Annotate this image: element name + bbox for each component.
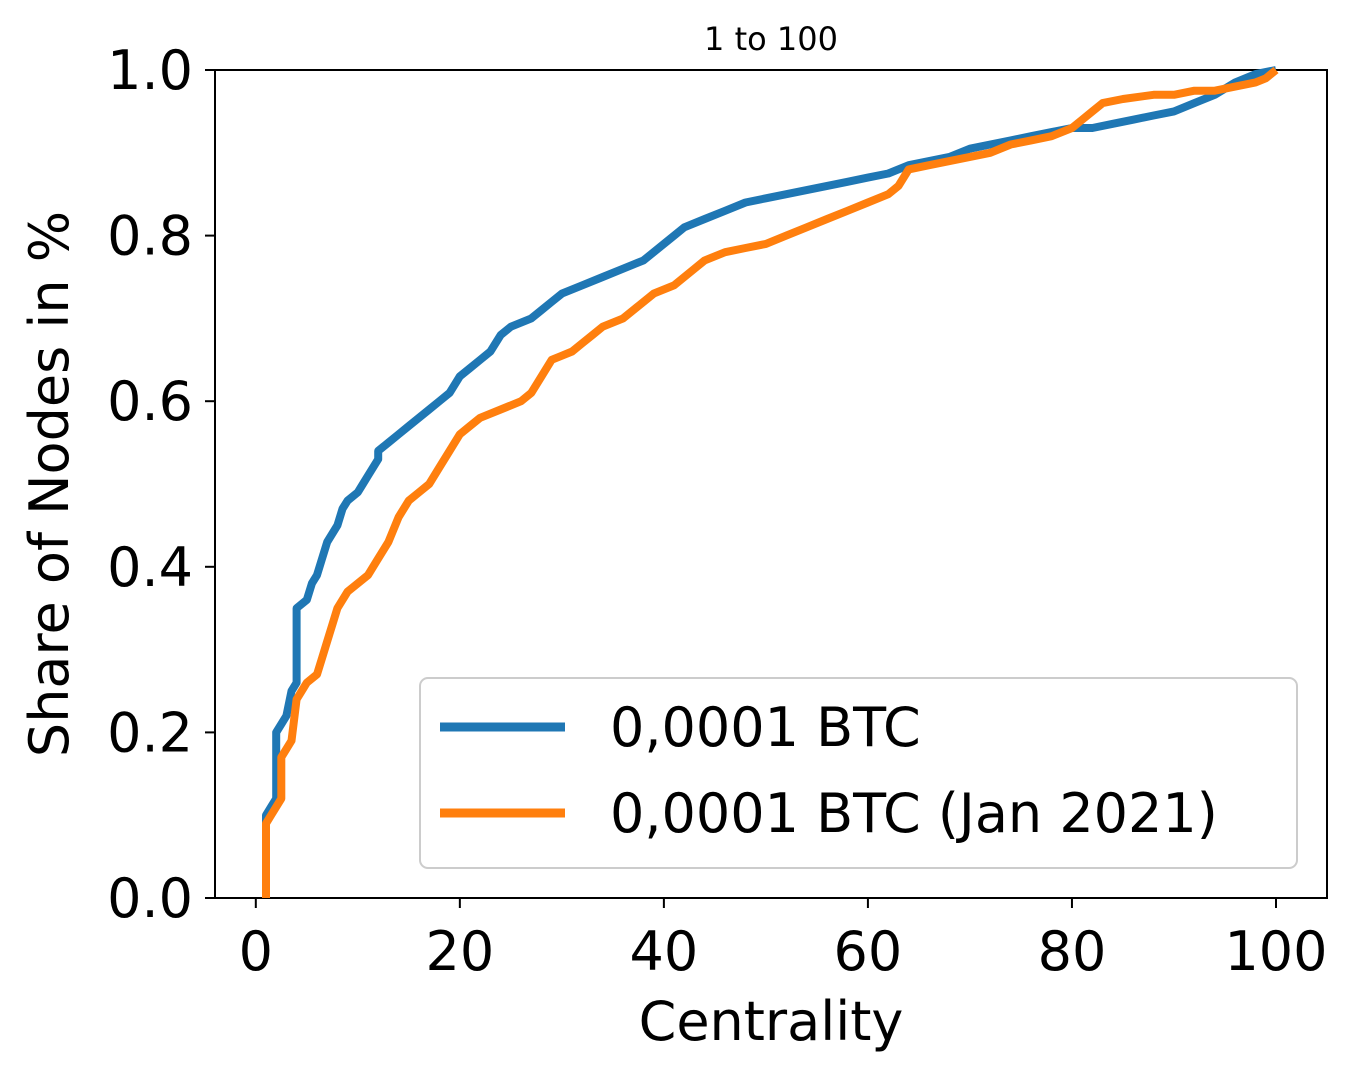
plot-area: 0 20 40 60 80 100 0.0 0.2 0.4 0.6 0.8 1.0 (107, 39, 1328, 983)
y-axis-ticks: 0.0 0.2 0.4 0.6 0.8 1.0 (107, 39, 215, 930)
y-tick-label: 0.0 (107, 867, 193, 930)
series-line-1 (262, 66, 1277, 898)
legend: 0,0001 BTC 0,0001 BTC (Jan 2021) (419, 677, 1298, 869)
x-tick-label: 40 (630, 920, 699, 983)
x-tick-label: 80 (1038, 920, 1107, 983)
y-tick-label: 0.6 (107, 370, 193, 433)
chart-title: 1 to 100 (704, 20, 838, 58)
y-tick-label: 1.0 (107, 39, 193, 102)
x-axis-ticks: 0 20 40 60 80 100 (239, 898, 1328, 983)
legend-label-series-2: 0,0001 BTC (Jan 2021) (610, 782, 1218, 845)
series-layer (262, 66, 1279, 898)
x-tick-label: 100 (1224, 920, 1327, 983)
plot-frame (214, 69, 1328, 899)
legend-box (419, 677, 1298, 869)
x-tick-label: 60 (834, 920, 903, 983)
y-axis-label: Share of Nodes in % (18, 211, 81, 757)
y-tick-label: 0.4 (107, 536, 193, 599)
x-tick-label: 20 (425, 920, 494, 983)
x-tick-label: 0 (239, 920, 273, 983)
y-tick-label: 0.8 (107, 205, 193, 268)
series-line-2 (262, 66, 1279, 898)
legend-label-series-1: 0,0001 BTC (610, 696, 921, 759)
y-tick-label: 0.2 (107, 701, 193, 764)
x-axis-label: Centrality (639, 990, 904, 1053)
